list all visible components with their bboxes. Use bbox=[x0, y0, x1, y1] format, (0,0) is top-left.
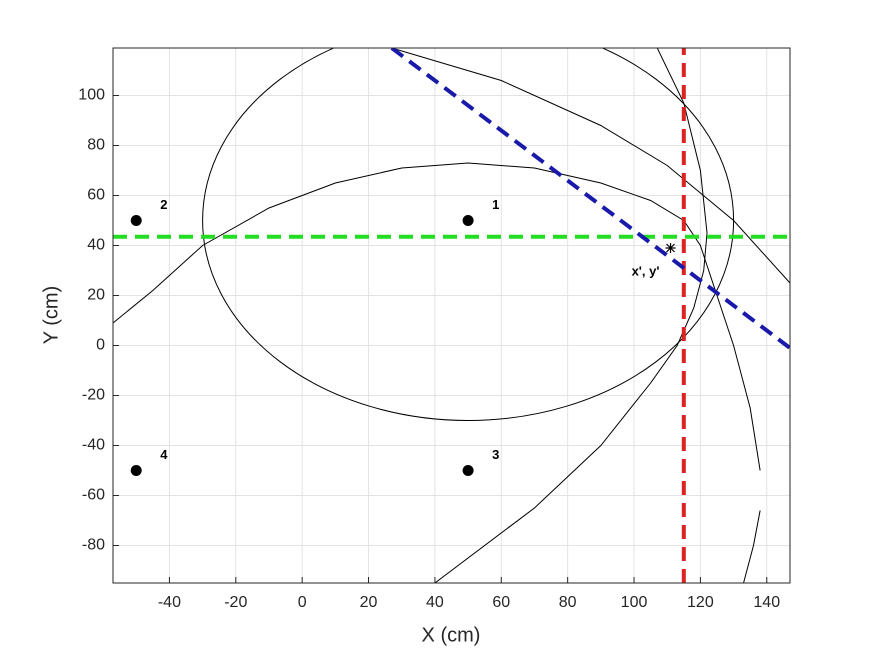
hyperbola-curve bbox=[743, 510, 761, 583]
point-label: 1 bbox=[492, 197, 499, 212]
y-tick-label: 100 bbox=[78, 87, 105, 104]
point-label: 2 bbox=[160, 197, 167, 212]
x-axis-label: X (cm) bbox=[422, 624, 481, 646]
plot-content bbox=[113, 48, 790, 583]
hyperbola-curve bbox=[391, 48, 790, 284]
y-tick-label: -20 bbox=[82, 387, 105, 404]
x-tick-label: -20 bbox=[224, 594, 247, 611]
x-tick-label: 60 bbox=[492, 594, 510, 611]
x-tick-label: 140 bbox=[753, 594, 780, 611]
hyperbola-curve bbox=[113, 162, 761, 471]
grid bbox=[113, 48, 790, 583]
anchor-point bbox=[130, 465, 142, 476]
estimate-label: x', y' bbox=[632, 263, 660, 278]
x-tick-label: 20 bbox=[360, 594, 378, 611]
estimate-marker bbox=[665, 243, 676, 253]
y-tick-label: 20 bbox=[87, 287, 105, 304]
ticks: -40 -20 0 20 40 60 80 100 120 140-80-60-40-200204… bbox=[78, 87, 780, 612]
anchor-point bbox=[462, 215, 474, 226]
y-axis-label: Y (cm) bbox=[40, 286, 62, 345]
axes-box bbox=[112, 47, 791, 584]
anchor-point bbox=[462, 465, 474, 476]
y-tick-label: 60 bbox=[87, 187, 105, 204]
y-tick-label: -60 bbox=[82, 487, 105, 504]
point-label: 4 bbox=[160, 447, 168, 462]
y-tick-label: 0 bbox=[96, 337, 105, 354]
x-tick-label: 0 bbox=[298, 594, 307, 611]
y-tick-label: -80 bbox=[82, 537, 105, 554]
anchor-point bbox=[130, 215, 142, 226]
x-tick-label: 40 bbox=[426, 594, 444, 611]
y-tick-label: -40 bbox=[82, 437, 105, 454]
y-tick-label: 40 bbox=[87, 237, 105, 254]
plot-area bbox=[113, 48, 790, 583]
dashed-line bbox=[390, 48, 790, 350]
x-tick-label: 80 bbox=[559, 594, 577, 611]
y-tick-label: 80 bbox=[87, 137, 105, 154]
x-tick-label: -40 bbox=[158, 594, 181, 611]
x-tick-label: 120 bbox=[687, 594, 714, 611]
hyperbola-curve bbox=[434, 48, 708, 583]
x-tick-label: 100 bbox=[621, 594, 648, 611]
point-label: 3 bbox=[492, 447, 499, 462]
